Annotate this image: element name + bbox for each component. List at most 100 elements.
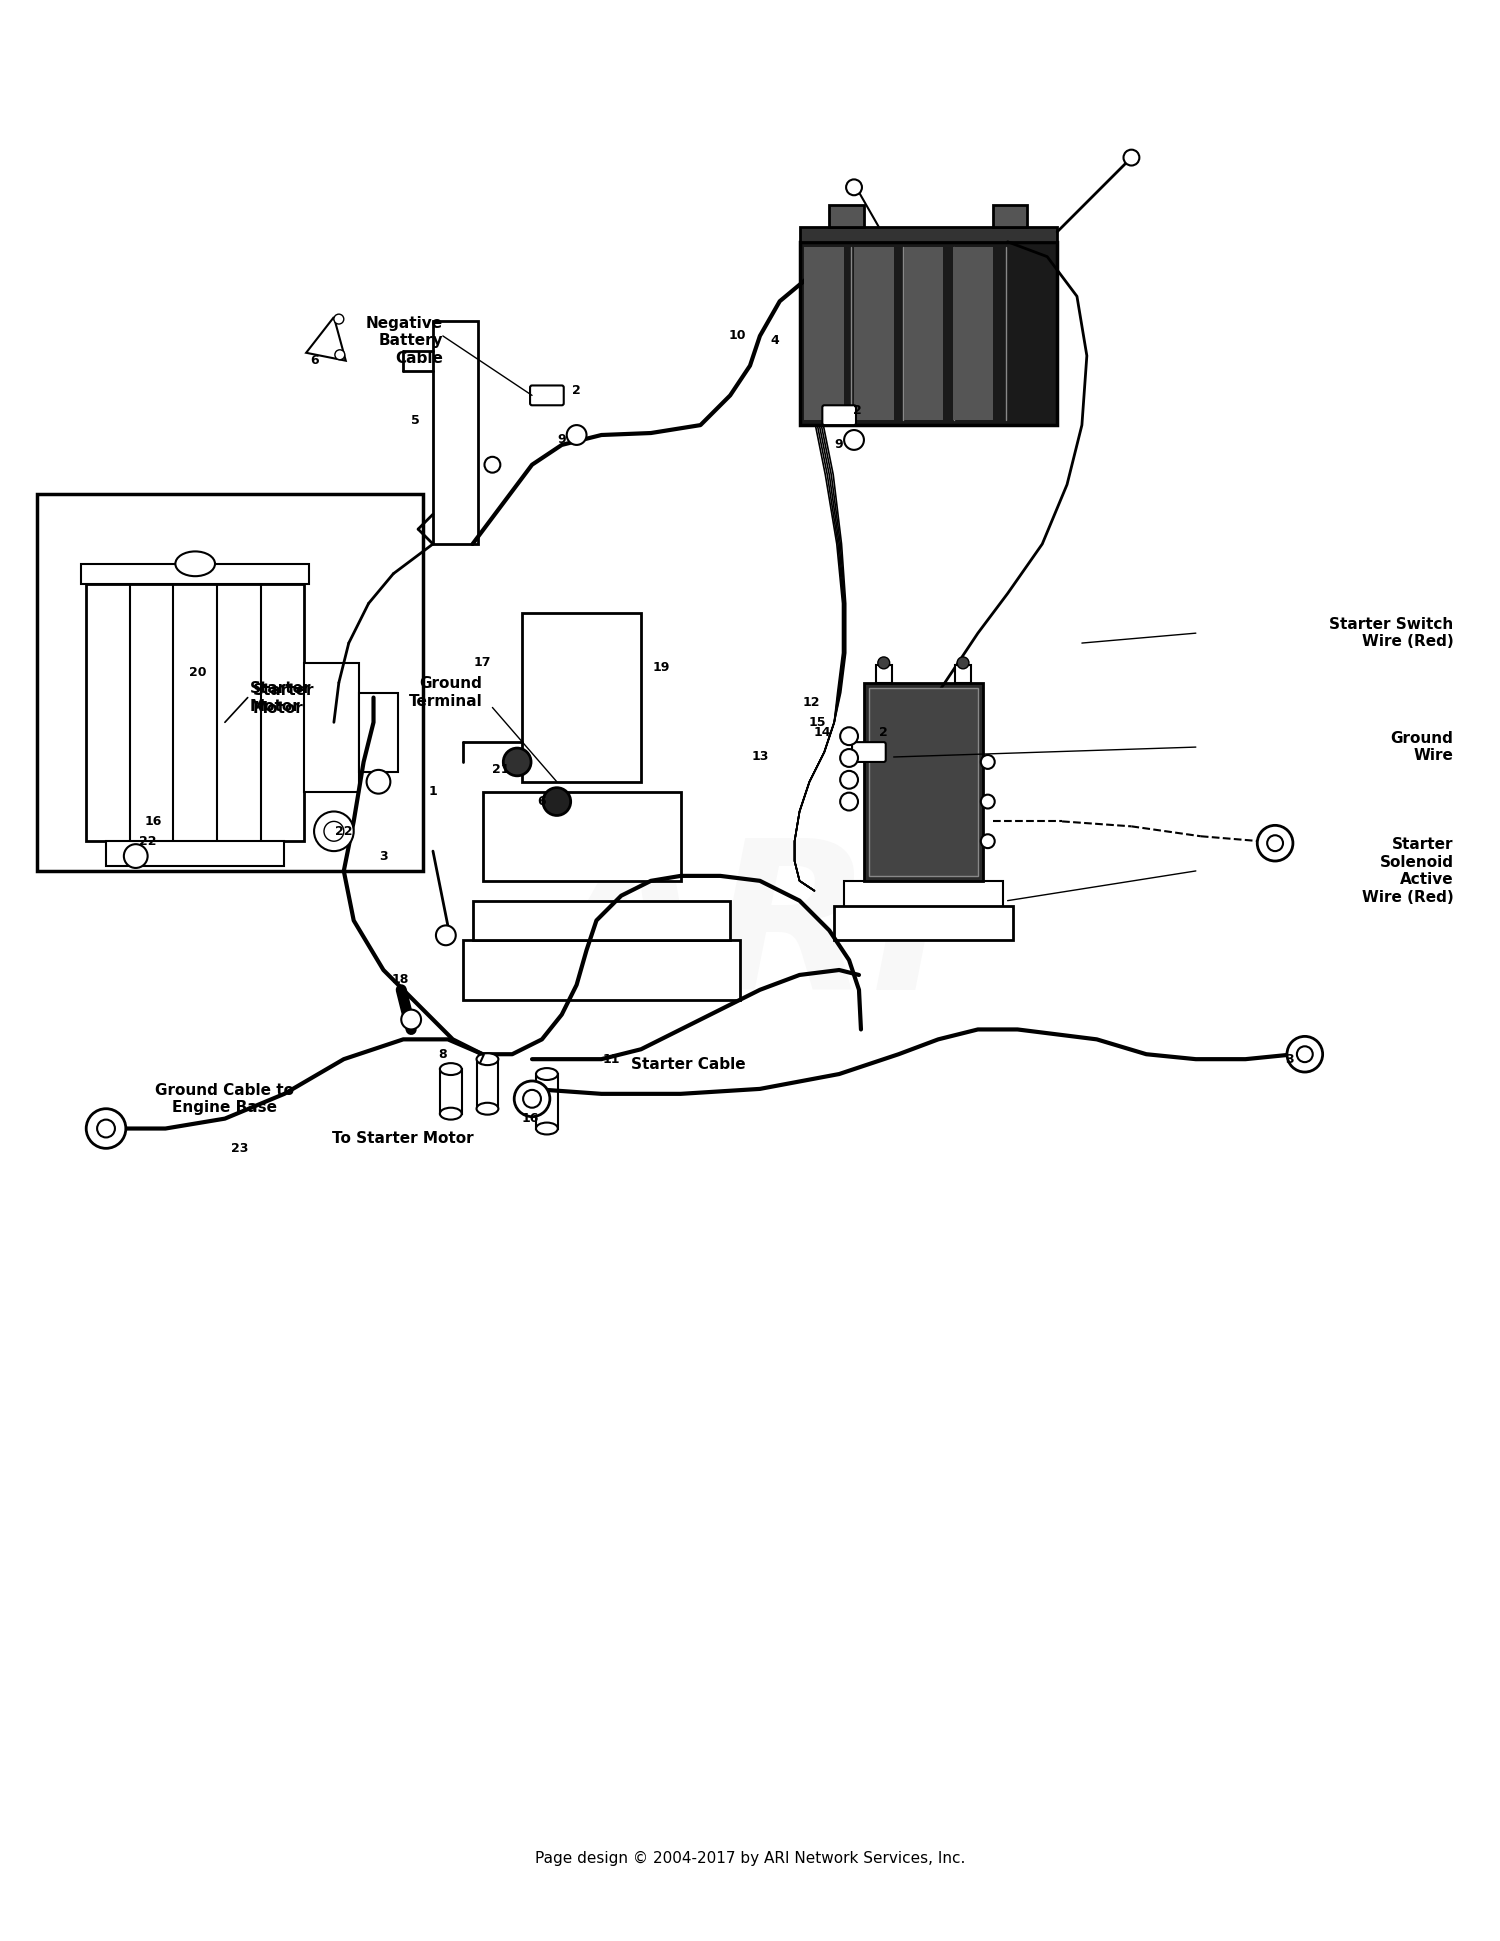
Text: 9: 9 xyxy=(836,439,843,452)
Bar xyxy=(522,613,640,782)
Text: To Starter Motor: To Starter Motor xyxy=(333,1132,474,1145)
Bar xyxy=(853,247,894,419)
Circle shape xyxy=(1124,149,1140,165)
Bar xyxy=(800,227,1058,243)
Bar xyxy=(804,247,844,419)
Circle shape xyxy=(402,1009,422,1029)
Text: 19: 19 xyxy=(652,662,669,674)
Bar xyxy=(304,664,358,792)
Text: 14: 14 xyxy=(813,726,831,740)
FancyBboxPatch shape xyxy=(822,406,856,425)
Bar xyxy=(864,683,982,881)
Text: 6: 6 xyxy=(310,353,318,367)
Circle shape xyxy=(957,656,969,670)
Text: 17: 17 xyxy=(474,656,492,670)
Bar xyxy=(834,906,1013,939)
Circle shape xyxy=(98,1120,116,1137)
Circle shape xyxy=(840,728,858,745)
Bar xyxy=(868,687,978,875)
Circle shape xyxy=(878,656,890,670)
Bar xyxy=(536,1073,558,1128)
Circle shape xyxy=(981,755,994,769)
Text: Ground
Wire: Ground Wire xyxy=(1390,732,1454,763)
Text: ARI: ARI xyxy=(550,831,950,1033)
Bar xyxy=(993,206,1028,227)
Circle shape xyxy=(840,792,858,811)
Bar xyxy=(106,840,285,866)
Bar xyxy=(956,666,970,683)
Circle shape xyxy=(1257,825,1293,862)
Ellipse shape xyxy=(440,1064,462,1075)
Ellipse shape xyxy=(440,1108,462,1120)
Text: 1: 1 xyxy=(429,786,438,798)
Ellipse shape xyxy=(477,1054,498,1066)
Circle shape xyxy=(334,349,345,359)
Ellipse shape xyxy=(176,551,214,576)
Circle shape xyxy=(846,179,862,196)
Text: 11: 11 xyxy=(603,1052,619,1066)
Bar xyxy=(81,563,309,584)
Bar xyxy=(440,1069,462,1114)
Circle shape xyxy=(1287,1036,1323,1071)
Text: 13: 13 xyxy=(752,751,768,763)
Circle shape xyxy=(324,821,344,840)
Circle shape xyxy=(484,456,501,474)
Bar xyxy=(483,792,681,881)
Text: Starter Switch
Wire (Red): Starter Switch Wire (Red) xyxy=(1329,617,1454,650)
Bar xyxy=(903,247,944,419)
Ellipse shape xyxy=(536,1122,558,1134)
Bar xyxy=(36,495,423,872)
Text: 3: 3 xyxy=(380,850,387,862)
Text: 15: 15 xyxy=(808,716,826,728)
Text: 18: 18 xyxy=(392,974,410,986)
Text: Ground
Terminal: Ground Terminal xyxy=(408,675,483,708)
Text: Ground Cable to
Engine Base: Ground Cable to Engine Base xyxy=(156,1083,294,1114)
Bar xyxy=(462,939,740,1000)
FancyBboxPatch shape xyxy=(852,741,885,763)
Circle shape xyxy=(1298,1046,1312,1062)
Circle shape xyxy=(840,749,858,767)
Text: 2: 2 xyxy=(852,404,861,417)
Ellipse shape xyxy=(536,1068,558,1079)
Circle shape xyxy=(504,747,531,776)
FancyBboxPatch shape xyxy=(530,386,564,406)
Circle shape xyxy=(1268,835,1282,850)
Bar xyxy=(472,901,730,939)
Circle shape xyxy=(124,844,147,868)
Circle shape xyxy=(567,425,586,444)
Bar xyxy=(86,584,304,840)
Text: 3: 3 xyxy=(1286,1052,1294,1066)
Text: Starter
Solenoid
Active
Wire (Red): Starter Solenoid Active Wire (Red) xyxy=(1362,837,1454,905)
Text: 22: 22 xyxy=(140,835,156,848)
Circle shape xyxy=(844,431,864,450)
Circle shape xyxy=(86,1108,126,1149)
Circle shape xyxy=(436,926,456,945)
Text: Page design © 2004-2017 by ARI Network Services, Inc.: Page design © 2004-2017 by ARI Network S… xyxy=(536,1852,964,1867)
Text: 6: 6 xyxy=(537,796,546,807)
Text: 5: 5 xyxy=(411,413,420,427)
Text: 22: 22 xyxy=(334,825,352,839)
Text: 20: 20 xyxy=(189,666,207,679)
Text: 2: 2 xyxy=(879,726,888,740)
Text: 21: 21 xyxy=(492,763,508,776)
Circle shape xyxy=(514,1081,550,1116)
Text: 16: 16 xyxy=(522,1112,538,1126)
Circle shape xyxy=(840,771,858,788)
Bar xyxy=(477,1060,498,1108)
Text: 8: 8 xyxy=(438,1048,447,1060)
Text: 23: 23 xyxy=(231,1141,249,1155)
Circle shape xyxy=(366,771,390,794)
Circle shape xyxy=(981,835,994,848)
Circle shape xyxy=(543,788,570,815)
Circle shape xyxy=(334,314,344,324)
Text: 16: 16 xyxy=(146,815,162,829)
Polygon shape xyxy=(306,316,347,361)
Text: Negative
Battery
Cable: Negative Battery Cable xyxy=(366,316,442,365)
Text: 9: 9 xyxy=(558,433,566,446)
Text: Starter
Motor: Starter Motor xyxy=(249,681,310,714)
Circle shape xyxy=(314,811,354,850)
Bar xyxy=(876,666,891,683)
Bar xyxy=(844,881,1002,910)
Circle shape xyxy=(524,1091,542,1108)
Text: 4: 4 xyxy=(771,334,778,347)
